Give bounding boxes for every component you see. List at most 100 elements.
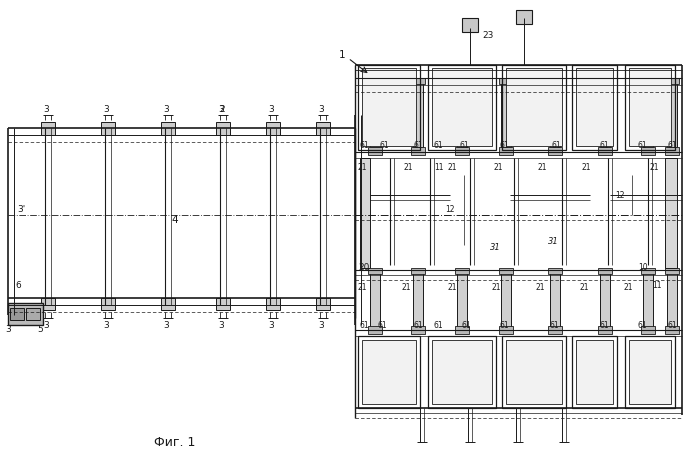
Text: 3: 3 [103, 106, 109, 115]
Text: 31: 31 [490, 244, 500, 253]
Bar [266, 122, 280, 135]
Bar [216, 298, 230, 310]
Bar [665, 158, 677, 268]
Text: 3: 3 [218, 320, 224, 329]
Bar [360, 158, 370, 268]
Text: 12: 12 [616, 191, 625, 200]
Text: 21: 21 [448, 283, 458, 292]
Bar [428, 65, 496, 150]
Text: 23: 23 [482, 31, 493, 39]
Bar [413, 272, 423, 327]
Bar [455, 147, 469, 155]
Bar [548, 326, 562, 334]
Bar [413, 82, 423, 147]
Text: 5: 5 [37, 325, 43, 335]
Bar [572, 65, 617, 150]
Bar [411, 78, 425, 84]
Bar [26, 308, 40, 320]
Bar [598, 268, 612, 274]
Bar [600, 82, 610, 147]
Bar [629, 68, 671, 146]
Bar [462, 18, 478, 32]
Bar [641, 326, 655, 334]
Bar [625, 65, 675, 150]
Bar [550, 272, 560, 327]
Text: 4: 4 [172, 215, 178, 225]
Text: 61: 61 [360, 320, 370, 329]
Text: 61: 61 [638, 142, 648, 150]
Bar [600, 272, 610, 327]
Text: 61: 61 [550, 320, 560, 329]
Bar [41, 122, 55, 135]
Bar [641, 78, 655, 84]
Text: 11: 11 [652, 281, 661, 289]
Bar [576, 68, 613, 146]
Bar [502, 336, 566, 408]
Text: 61: 61 [414, 320, 424, 329]
Text: 61: 61 [378, 320, 388, 329]
Bar [368, 326, 382, 334]
Bar [516, 10, 532, 24]
Bar [10, 308, 24, 320]
Bar [506, 340, 562, 404]
Text: 3: 3 [103, 320, 109, 329]
Bar [370, 272, 380, 327]
Bar [368, 78, 382, 84]
Bar [598, 147, 612, 155]
Bar [41, 298, 55, 310]
Bar [641, 147, 655, 155]
Text: 3': 3' [17, 206, 25, 214]
Bar [411, 268, 425, 274]
Text: 21: 21 [582, 164, 591, 172]
Bar [411, 147, 425, 155]
Text: 1: 1 [339, 50, 345, 60]
Bar [665, 147, 679, 155]
Bar [358, 336, 420, 408]
Text: 20: 20 [358, 264, 369, 272]
Bar [643, 82, 653, 147]
Text: 21: 21 [448, 164, 458, 172]
Text: 61: 61 [414, 142, 424, 150]
Bar [101, 298, 115, 310]
Text: 61: 61 [552, 142, 561, 150]
Text: 3: 3 [43, 106, 49, 115]
Text: 3: 3 [318, 320, 324, 329]
Bar [358, 65, 420, 150]
Bar [667, 82, 677, 147]
Bar [643, 272, 653, 327]
Bar [457, 82, 467, 147]
Bar [506, 68, 562, 146]
Text: 61: 61 [460, 142, 470, 150]
Bar [667, 272, 677, 327]
Bar [455, 326, 469, 334]
Text: 61: 61 [434, 320, 444, 329]
Text: 31: 31 [548, 238, 559, 246]
Bar [598, 78, 612, 84]
Text: 21: 21 [580, 283, 589, 292]
Text: 61: 61 [668, 142, 677, 150]
Text: 61: 61 [360, 142, 370, 150]
Text: 61: 61 [500, 320, 510, 329]
Bar [368, 147, 382, 155]
Text: 61: 61 [600, 142, 610, 150]
Bar [576, 340, 613, 404]
Text: 12: 12 [445, 206, 455, 214]
Bar [316, 122, 330, 135]
Text: 11: 11 [434, 164, 443, 172]
Bar [625, 336, 675, 408]
Bar [499, 326, 513, 334]
Bar [216, 122, 230, 135]
Bar [455, 78, 469, 84]
Text: 21: 21 [404, 164, 414, 172]
Bar [598, 326, 612, 334]
Text: 3: 3 [268, 106, 274, 115]
Bar [548, 78, 562, 84]
Text: 21: 21 [650, 164, 659, 172]
Text: 21: 21 [494, 164, 503, 172]
Bar [455, 268, 469, 274]
Text: 61: 61 [380, 142, 389, 150]
Bar [629, 340, 671, 404]
Bar [499, 147, 513, 155]
Text: 61: 61 [638, 320, 648, 329]
Bar [499, 78, 513, 84]
